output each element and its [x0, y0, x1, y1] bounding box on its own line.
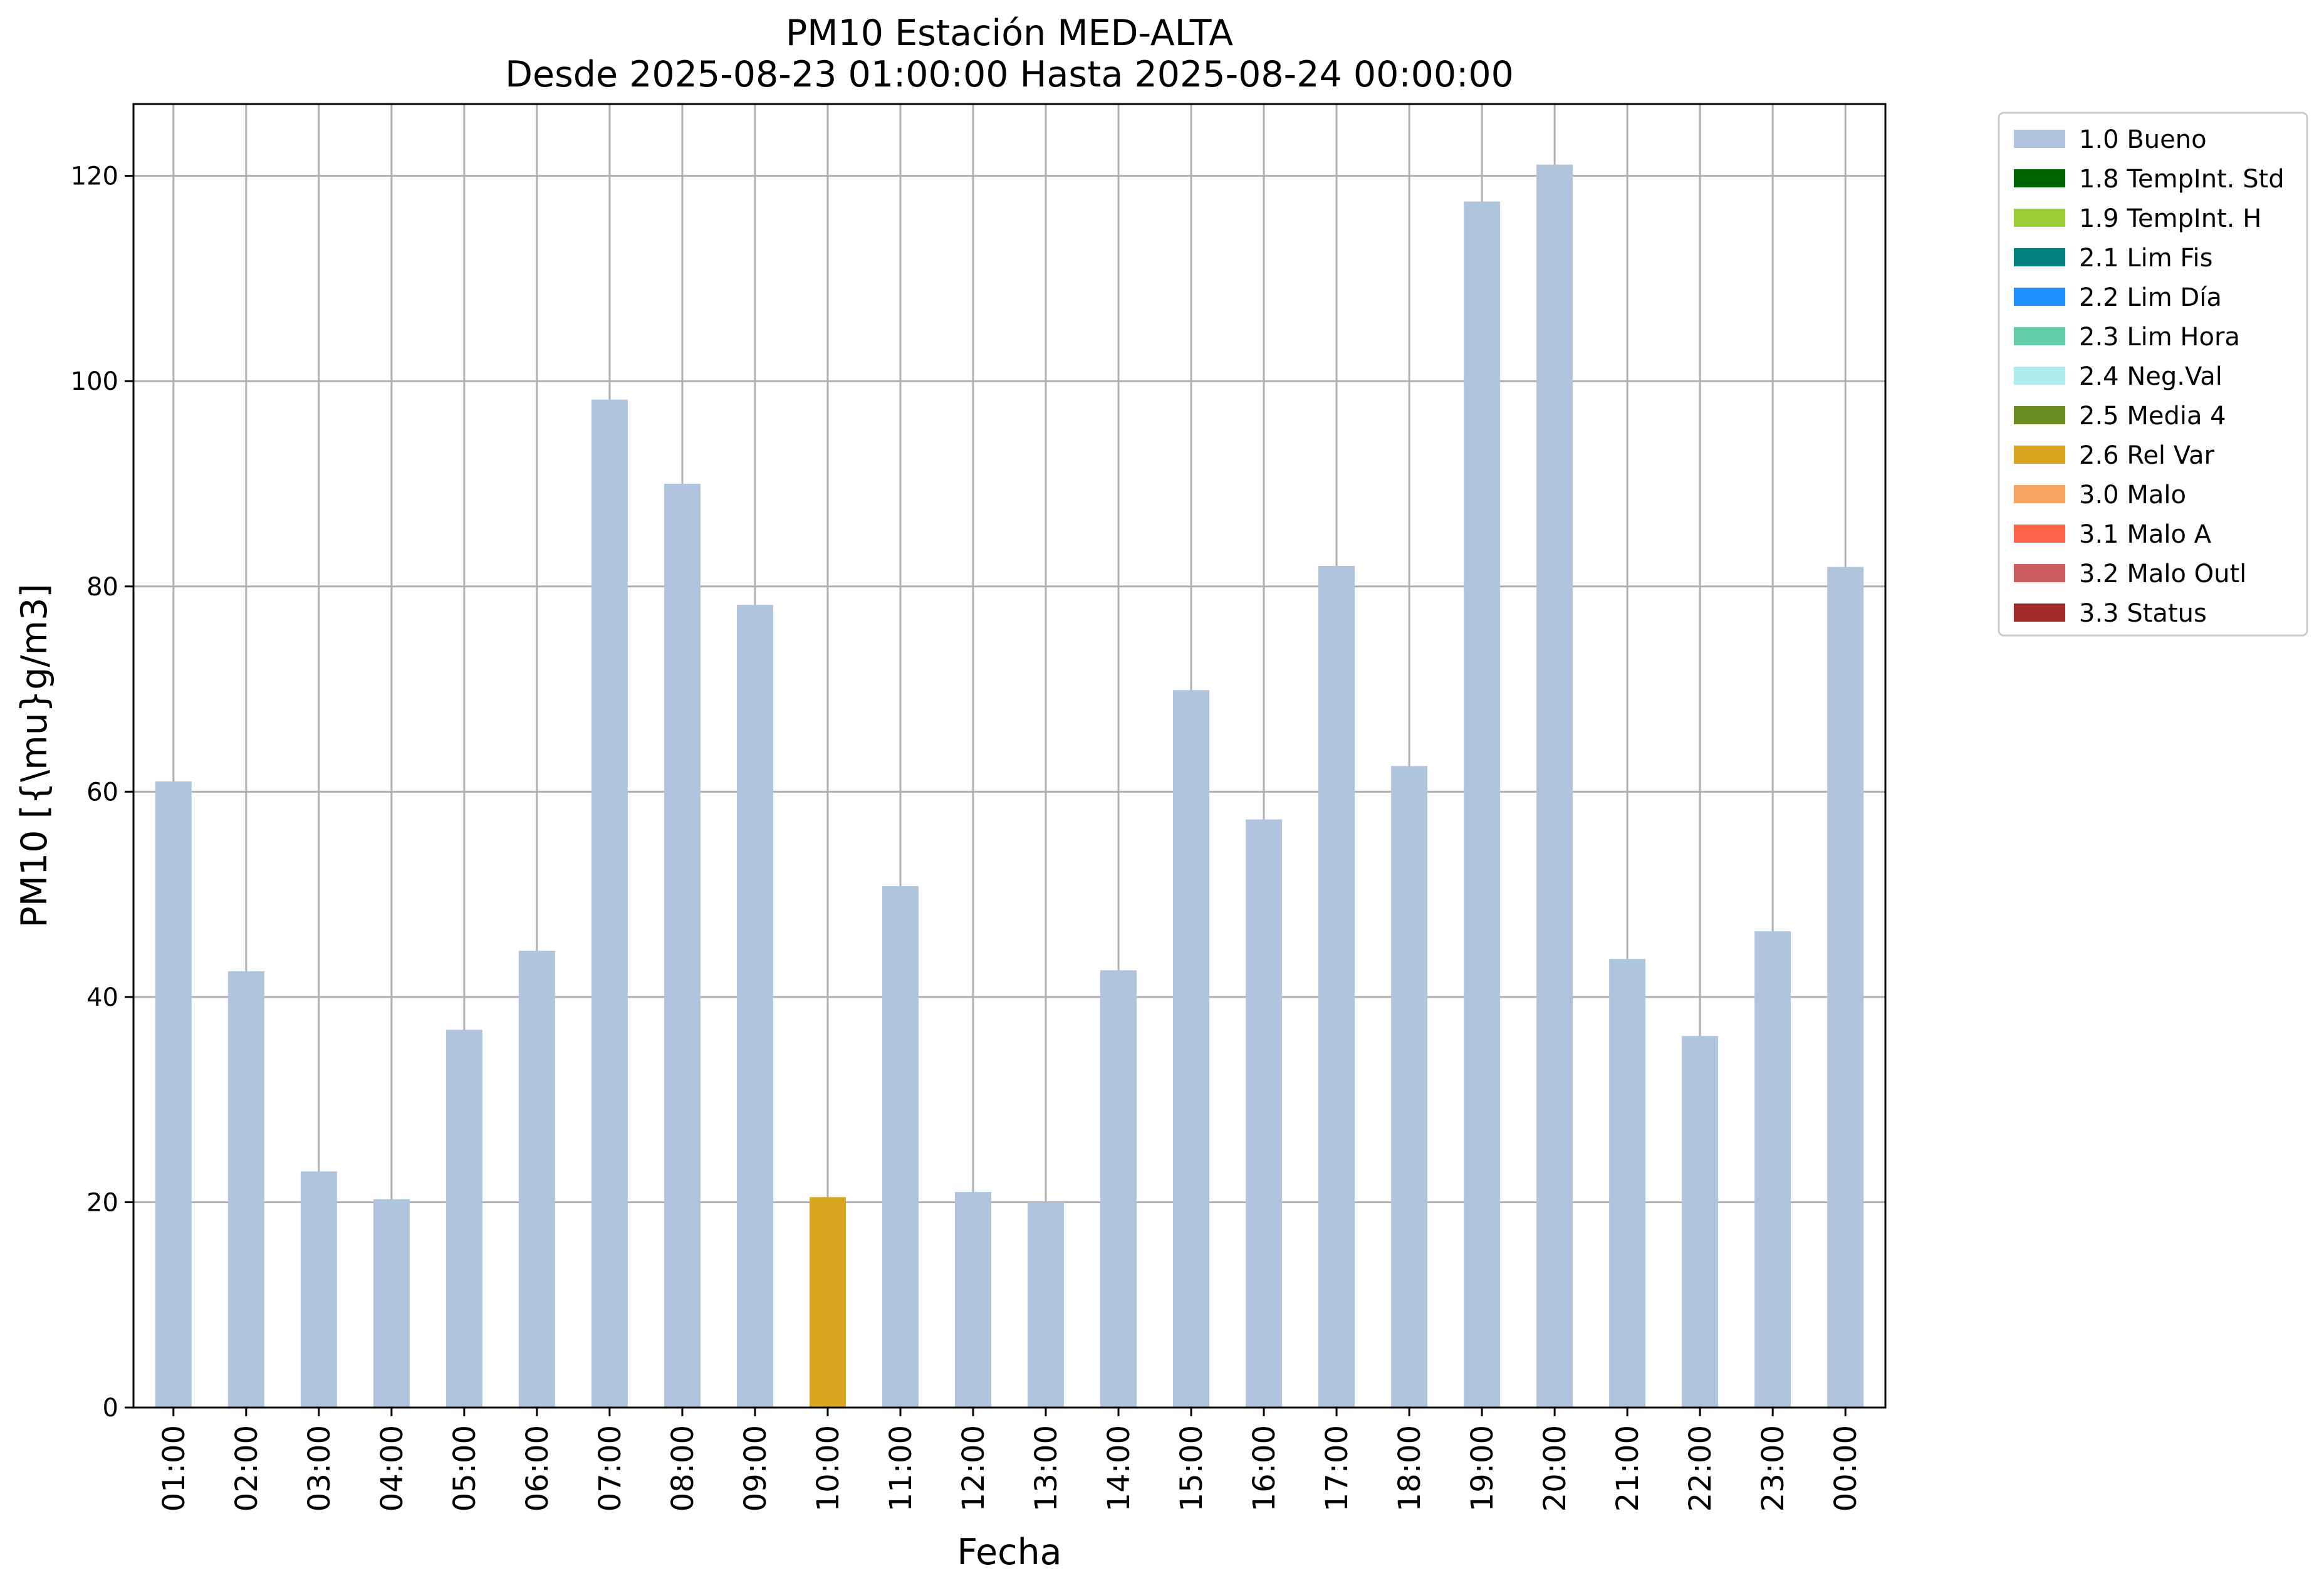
x-tick-label: 04:00: [375, 1425, 410, 1512]
y-tick-label: 80: [86, 573, 118, 602]
plot-frame: [132, 103, 1887, 1409]
x-tick-label: 01:00: [157, 1425, 192, 1512]
x-tick-label: 23:00: [1756, 1425, 1791, 1512]
x-tick-label: 17:00: [1320, 1425, 1355, 1512]
x-tick-label: 16:00: [1247, 1425, 1282, 1512]
bar-00:00: [1827, 567, 1864, 1408]
legend-label: 2.2 Lim Día: [2079, 283, 2222, 312]
y-tick-label: 60: [86, 778, 118, 807]
y-tick-label: 120: [71, 162, 118, 191]
x-tick-label: 07:00: [593, 1425, 628, 1512]
legend-swatch: [2014, 564, 2065, 582]
y-axis-label: PM10 [{\mu}g/m3]: [14, 583, 55, 927]
plot-background: [133, 104, 1885, 1408]
legend-swatch: [2014, 288, 2065, 306]
y-tick-label: 20: [86, 1188, 118, 1217]
legend-label: 3.0 Malo: [2079, 481, 2186, 509]
bar-08:00: [664, 483, 701, 1408]
legend-label: 3.2 Malo Outl: [2079, 560, 2246, 588]
bar-23:00: [1754, 931, 1791, 1408]
bar-20:00: [1536, 164, 1573, 1408]
x-tick-label: 05:00: [447, 1425, 482, 1512]
legend-label: 3.1 Malo A: [2079, 520, 2212, 549]
x-tick-label: 14:00: [1102, 1425, 1137, 1512]
bar-13:00: [1028, 1202, 1065, 1408]
legend-swatch: [2014, 130, 2065, 148]
x-tick-label: 02:00: [229, 1425, 264, 1512]
bar-09:00: [736, 605, 773, 1408]
legend-label: 3.3 Status: [2079, 599, 2207, 628]
bar-12:00: [954, 1192, 991, 1408]
bar-22:00: [1682, 1036, 1719, 1408]
legend-swatch: [2014, 169, 2065, 187]
bar-01:00: [155, 781, 192, 1408]
y-tick-label: 0: [103, 1394, 118, 1423]
legend-swatch: [2014, 327, 2065, 345]
x-tick-label: 06:00: [520, 1425, 555, 1512]
bar-21:00: [1609, 959, 1646, 1408]
legend-swatch: [2014, 525, 2065, 543]
x-tick-label: 10:00: [811, 1425, 846, 1512]
bar-06:00: [518, 951, 555, 1408]
legend-label: 2.3 Lim Hora: [2079, 323, 2240, 352]
bar-11:00: [882, 886, 919, 1408]
legend-swatch: [2014, 603, 2065, 622]
bar-19:00: [1464, 201, 1501, 1408]
x-tick-label: 11:00: [883, 1425, 919, 1512]
y-axis-ticks: 0 20 40 60 80 100 120: [71, 162, 133, 1423]
legend: 1.0 Bueno 1.8 TempInt. Std 1.9 TempInt. H 2…: [1998, 112, 2308, 637]
legend-swatch: [2014, 446, 2065, 464]
legend-swatch: [2014, 248, 2065, 266]
chart-title: PM10 Estación MED-ALTA: [786, 13, 1233, 54]
x-axis-label: Fecha: [957, 1532, 1061, 1573]
bar-15:00: [1173, 690, 1210, 1408]
bar-16:00: [1246, 819, 1283, 1408]
x-tick-label: 15:00: [1174, 1425, 1209, 1512]
x-tick-label: 19:00: [1465, 1425, 1500, 1512]
bar-18:00: [1391, 766, 1428, 1408]
legend-swatch: [2014, 367, 2065, 385]
legend-label: 2.1 Lim Fis: [2079, 244, 2212, 273]
legend-box: [1998, 112, 2308, 637]
legend-label: 2.5 Media 4: [2079, 402, 2226, 431]
legend-swatch: [2014, 485, 2065, 503]
y-tick-label: 100: [71, 367, 118, 396]
bar-10:00: [809, 1197, 846, 1408]
bar-05:00: [446, 1030, 482, 1408]
bar-17:00: [1318, 566, 1355, 1408]
legend-label: 1.0 Bueno: [2079, 125, 2207, 154]
x-tick-label: 18:00: [1392, 1425, 1427, 1512]
bar-02:00: [227, 971, 264, 1408]
x-tick-label: 08:00: [665, 1425, 701, 1512]
legend-items: 1.0 Bueno 1.8 TempInt. Std 1.9 TempInt. H 2…: [2014, 125, 2285, 628]
bar-14:00: [1100, 970, 1137, 1408]
bar-series: [155, 164, 1864, 1408]
x-tick-label: 12:00: [956, 1425, 991, 1512]
y-tick-label: 40: [86, 983, 118, 1012]
bar-04:00: [373, 1199, 410, 1408]
x-tick-label: 03:00: [302, 1425, 337, 1512]
x-tick-label: 09:00: [738, 1425, 773, 1512]
bar-03:00: [300, 1171, 337, 1408]
x-axis-ticks: 01:00 02:00 03:00 04:00 05:00 06:00 07:00 08:00…: [157, 1408, 1863, 1512]
legend-label: 1.9 TempInt. H: [2079, 204, 2261, 233]
legend-swatch: [2014, 209, 2065, 227]
x-tick-label: 13:00: [1029, 1425, 1064, 1512]
x-tick-label: 00:00: [1828, 1425, 1863, 1512]
legend-swatch: [2014, 406, 2065, 424]
legend-label: 2.4 Neg.Val: [2079, 362, 2222, 391]
legend-label: 1.8 TempInt. Std: [2079, 165, 2285, 194]
x-tick-label: 21:00: [1610, 1425, 1645, 1512]
bar-07:00: [591, 399, 628, 1408]
x-tick-label: 22:00: [1683, 1425, 1718, 1512]
x-tick-label: 20:00: [1538, 1425, 1573, 1512]
plot-area: 0 20 40 60 80 100 120 01:00 02:00 03:00 04:00 05:0…: [71, 103, 1887, 1512]
chart-subtitle: Desde 2025-08-23 01:00:00 Hasta 2025-08-…: [505, 54, 1514, 95]
legend-label: 2.6 Rel Var: [2079, 441, 2215, 470]
